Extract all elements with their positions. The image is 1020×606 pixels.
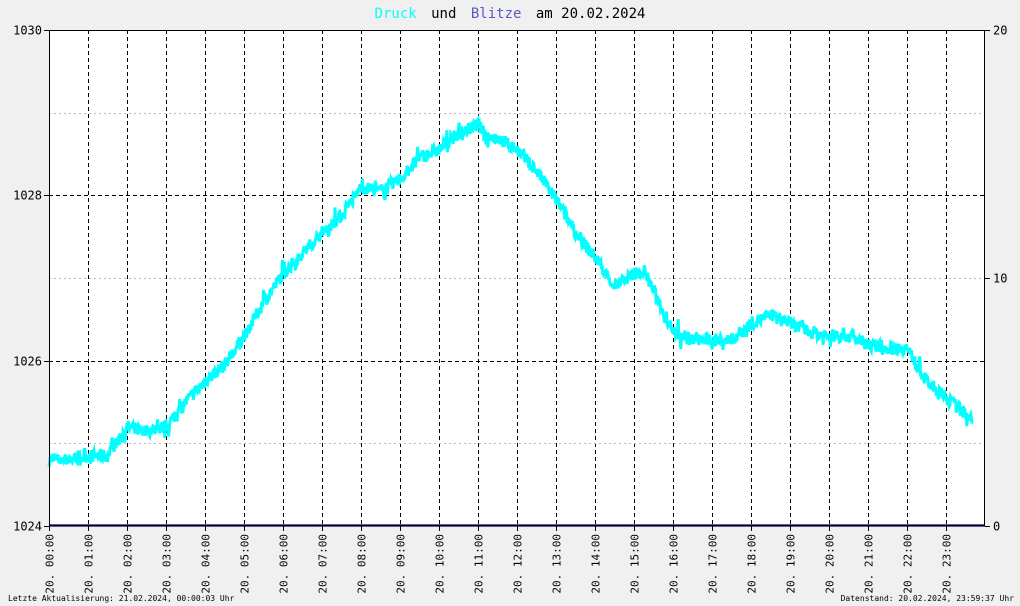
y-left-tick-label: 1028 — [13, 189, 42, 203]
x-tick-label: 20. 15:00 — [629, 534, 642, 594]
x-tick-label: 20. 03:00 — [161, 534, 174, 594]
x-tick-label: 20. 18:00 — [746, 534, 759, 594]
x-tick-label: 20. 20:00 — [824, 534, 837, 594]
y-left-tick-label: 1024 — [13, 520, 42, 534]
title-lightning: Blitze — [471, 6, 522, 22]
x-tick-label: 20. 00:00 — [44, 534, 57, 594]
x-tick-label: 20. 12:00 — [512, 534, 525, 594]
x-tick-label: 20. 22:00 — [902, 534, 915, 594]
x-tick-label: 20. 06:00 — [278, 534, 291, 594]
pressure-line — [47, 114, 974, 467]
x-tick-label: 20. 05:00 — [239, 534, 252, 594]
title-pressure: Druck — [375, 6, 418, 22]
x-tick-label: 20. 19:00 — [785, 534, 798, 594]
x-tick-label: 20. 02:00 — [122, 534, 135, 594]
chart-title: Druck und Blitze am 20.02.2024 — [375, 6, 646, 22]
x-tick-label: 20. 17:00 — [707, 534, 720, 594]
y-right-tick-label: 20 — [993, 24, 1007, 38]
y-left-tick-label: 1030 — [13, 24, 42, 38]
title-und: und — [431, 6, 456, 22]
x-tick-label: 20. 23:00 — [941, 534, 954, 594]
x-tick-label: 20. 16:00 — [668, 534, 681, 594]
x-tick-label: 20. 10:00 — [434, 534, 447, 594]
x-tick-label: 20. 09:00 — [395, 534, 408, 594]
y-right-tick-label: 0 — [993, 520, 1000, 534]
axes: 20. 00:00 20. 01:00 20. 02:00 20. 03:00 20. … — [13, 24, 1007, 594]
y-right-tick-label: 10 — [993, 272, 1007, 286]
x-tick-label: 20. 14:00 — [590, 534, 603, 594]
x-tick-label: 20. 13:00 — [551, 534, 564, 594]
x-tick-label: 20. 01:00 — [83, 534, 96, 594]
footer-data-status: Datenstand: 20.02.2024, 23:59:37 Uhr — [841, 594, 1015, 603]
y-left-tick-label: 1026 — [13, 355, 42, 369]
x-tick-label: 20. 21:00 — [863, 534, 876, 594]
x-tick-label: 20. 04:00 — [200, 534, 213, 594]
x-tick-label: 20. 08:00 — [356, 534, 369, 594]
plot-frame — [49, 30, 985, 526]
x-tick-label: 20. 11:00 — [473, 534, 486, 594]
title-date: am 20.02.2024 — [536, 6, 646, 22]
footer-last-update: Letzte Aktualisierung: 21.02.2024, 00:00… — [8, 594, 235, 603]
x-tick-label: 20. 07:00 — [317, 534, 330, 594]
grid — [49, 30, 985, 526]
